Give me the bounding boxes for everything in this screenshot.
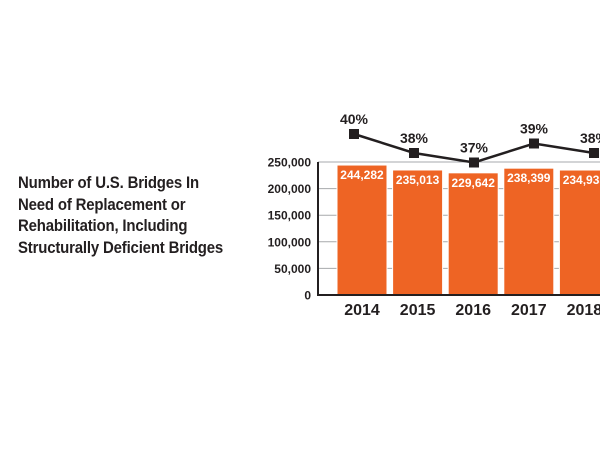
title-line: Structurally Deficient Bridges xyxy=(18,237,224,257)
bar-value-label: 238,399 xyxy=(507,171,551,185)
bar-2018 xyxy=(558,169,600,296)
bar-value-label: 235,013 xyxy=(396,173,440,187)
y-tick-label: 100,000 xyxy=(268,235,312,249)
y-tick-label: 200,000 xyxy=(268,182,312,196)
percent-label: 40% xyxy=(340,111,369,127)
percent-label: 37% xyxy=(460,140,489,156)
y-tick-label: 50,000 xyxy=(274,262,311,276)
y-tick-label: 250,000 xyxy=(268,156,312,170)
y-tick-label: 0 xyxy=(304,289,311,303)
bar-value-label: 234,935 xyxy=(563,173,600,187)
bar-2016 xyxy=(447,172,499,296)
x-tick-label: 2016 xyxy=(455,302,491,319)
title-line: Need of Replacement or xyxy=(18,194,186,214)
percent-label: 38% xyxy=(580,130,600,146)
bar-value-label: 244,282 xyxy=(340,168,384,182)
percent-marker xyxy=(529,138,539,149)
percent-marker xyxy=(589,148,599,158)
y-tick-label: 150,000 xyxy=(268,209,312,223)
x-tick-label: 2018 xyxy=(567,302,600,319)
percent-marker xyxy=(469,157,479,168)
title-line: Rehabilitation, Including xyxy=(18,216,188,235)
percent-label: 39% xyxy=(520,121,549,137)
title-line: Number of U.S. Bridges In xyxy=(18,173,199,192)
percent-marker xyxy=(349,129,359,139)
percent-marker xyxy=(409,148,419,158)
chart-title: Number of U.S. Bridges In Need of Replac… xyxy=(18,172,229,258)
bar-2017 xyxy=(503,167,555,296)
x-tick-label: 2014 xyxy=(344,302,380,319)
x-tick-label: 2017 xyxy=(511,302,547,319)
bar-2014 xyxy=(336,164,388,296)
bar-value-label: 229,642 xyxy=(452,176,496,190)
x-tick-label: 2015 xyxy=(400,302,436,319)
bar-2015 xyxy=(392,169,444,296)
percent-label: 38% xyxy=(400,130,429,146)
